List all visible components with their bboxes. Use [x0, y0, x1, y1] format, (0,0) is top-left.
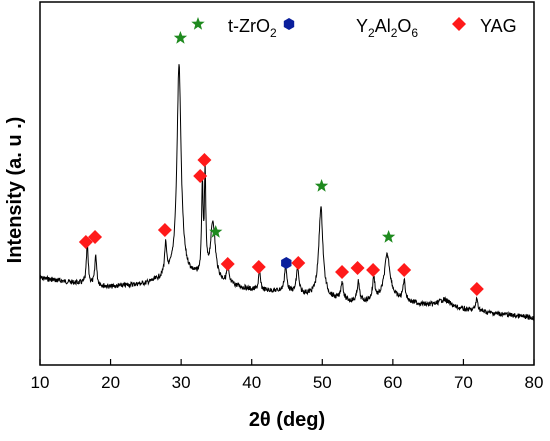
- x-axis-ticks: 10 20 30 40 50 60 70 80: [31, 359, 544, 392]
- legend: t-ZrO2 Y2Al2O6 YAG: [191, 16, 517, 40]
- legend-star-icon: [191, 17, 205, 30]
- diamond-marker-icon: [197, 153, 212, 167]
- star-marker-icon: [382, 230, 396, 243]
- legend-item-y2al2o6: Y2Al2O6: [283, 16, 418, 40]
- hexagon-marker-icon: [281, 257, 292, 269]
- diamond-marker-icon: [251, 260, 266, 274]
- plot-frame: [39, 1, 535, 366]
- x-tick-label: 30: [172, 373, 191, 392]
- y-axis-label: Intensity (a. u .): [4, 117, 26, 264]
- legend-hexagon-icon: [283, 18, 295, 30]
- legend-label-y2al2o6: Y2Al2O6: [356, 16, 418, 40]
- x-tick-label: 10: [31, 373, 50, 392]
- legend-label-tzro2: t-ZrO2: [228, 16, 277, 40]
- x-tick-label: 60: [383, 373, 402, 392]
- x-axis-label: 2θ (deg): [249, 409, 325, 431]
- xrd-pattern-line: [39, 64, 535, 322]
- diamond-marker-icon: [220, 257, 235, 271]
- legend-item-yag: YAG: [452, 16, 517, 36]
- x-tick-label: 20: [101, 373, 120, 392]
- diamond-marker-icon: [157, 223, 172, 237]
- legend-item-tzro2: t-ZrO2: [191, 16, 277, 40]
- diamond-marker-icon: [291, 256, 306, 270]
- star-marker-icon: [209, 225, 223, 238]
- legend-label-yag: YAG: [480, 16, 517, 36]
- diamond-marker-icon: [335, 265, 350, 279]
- x-tick-label: 40: [242, 373, 261, 392]
- diamond-marker-icon: [78, 235, 93, 249]
- diamond-marker-icon: [469, 282, 484, 296]
- diamond-marker-icon: [88, 230, 103, 244]
- star-marker-icon: [314, 179, 329, 192]
- x-tick-label: 80: [525, 373, 544, 392]
- diamond-marker-icon: [366, 263, 381, 277]
- diamond-marker-icon: [193, 169, 208, 183]
- x-tick-label: 50: [313, 373, 332, 392]
- diamond-marker-icon: [350, 261, 365, 275]
- legend-diamond-icon: [452, 17, 466, 31]
- star-marker-icon: [173, 31, 188, 44]
- diamond-marker-icon: [397, 263, 412, 277]
- x-tick-label: 70: [454, 373, 473, 392]
- peak-markers: [78, 31, 484, 296]
